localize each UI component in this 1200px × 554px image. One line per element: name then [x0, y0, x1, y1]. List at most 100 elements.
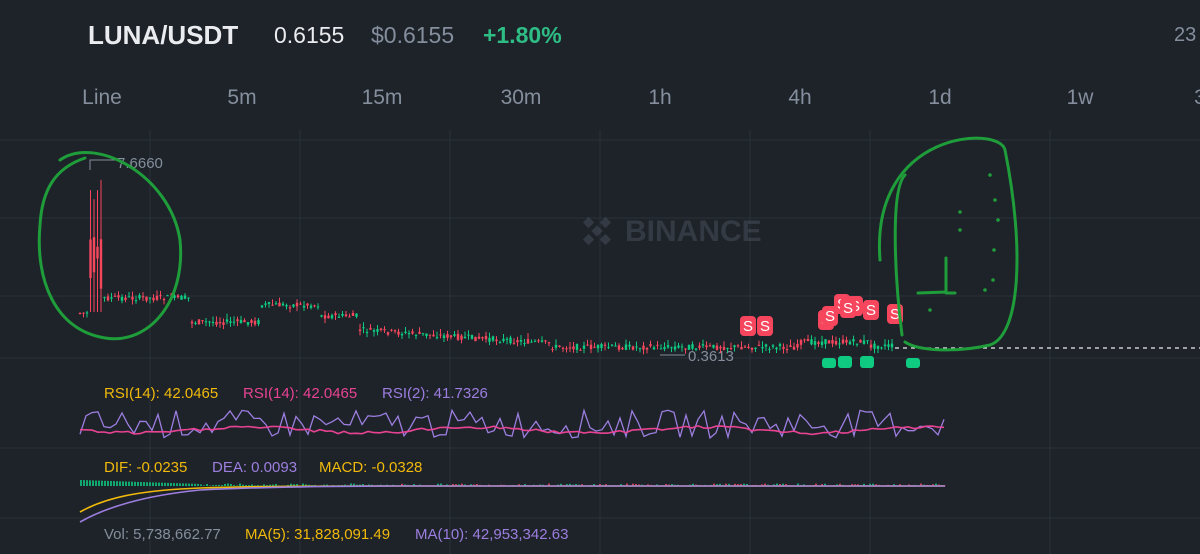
candle-body	[838, 343, 841, 345]
candle-body	[271, 304, 274, 306]
candle-body	[778, 344, 782, 347]
macd-bar	[362, 484, 364, 486]
candle-body	[428, 334, 432, 336]
candle-body	[834, 341, 838, 345]
candle-body	[554, 344, 558, 348]
candle-body	[358, 329, 362, 332]
buy-marker[interactable]	[838, 356, 852, 368]
candle-body	[761, 346, 764, 349]
macd-bar	[125, 481, 127, 486]
candle-body	[323, 315, 327, 319]
candle-body	[460, 335, 463, 340]
macd-bar	[671, 484, 673, 486]
candle-body	[334, 313, 337, 316]
tab-1h[interactable]: 1h	[648, 86, 672, 109]
macd-bar	[146, 482, 148, 486]
tab-line[interactable]: Line	[82, 86, 122, 109]
macd-bar	[779, 484, 781, 486]
macd-bar	[239, 483, 241, 486]
tab-15m[interactable]: 15m	[361, 86, 403, 109]
candle-body	[446, 334, 449, 338]
macd-bar	[224, 483, 226, 486]
buy-marker[interactable]	[906, 358, 920, 368]
tab-1d[interactable]: 1d	[928, 86, 952, 109]
macd-bar	[113, 481, 115, 486]
candle-body	[740, 347, 743, 350]
macd-bar	[221, 485, 223, 486]
sell-marker[interactable]: S	[822, 306, 838, 326]
high-pointer	[89, 159, 115, 170]
candle-body	[502, 338, 505, 342]
chart-panel[interactable]: BINANCE 7.6660 0.3613 SSSSSSSSS RSI(14):…	[0, 130, 1200, 554]
candle-body	[232, 321, 236, 323]
candle-body	[141, 296, 145, 298]
candle-body	[470, 334, 474, 339]
candle-body	[239, 319, 243, 323]
chart-svg[interactable]: BINANCE 7.6660 0.3613 SSSSSSSSS RSI(14):…	[0, 130, 1200, 554]
macd-bar	[116, 481, 118, 486]
candle-body	[628, 344, 631, 347]
macd-bar	[872, 483, 874, 486]
tab-more[interactable]: 3	[1194, 86, 1200, 110]
macd-bar	[719, 483, 721, 486]
candle-body	[414, 335, 418, 337]
candle-body	[117, 295, 120, 298]
candle-body	[544, 340, 547, 342]
candle-body	[253, 320, 257, 325]
candle-body	[880, 347, 883, 349]
macd-bar	[251, 484, 253, 486]
usd-price: $0.6155	[371, 22, 455, 48]
last-price: 0.6155	[274, 22, 345, 48]
candle-body	[449, 335, 453, 338]
tab-4h[interactable]: 4h	[788, 86, 812, 109]
candle-body	[694, 348, 698, 350]
candle-body	[852, 339, 855, 342]
candle-body	[148, 297, 152, 299]
pair-title[interactable]: LUNA/USDT	[88, 20, 239, 50]
macd-bar	[164, 482, 166, 486]
tab-5m[interactable]: 5m	[227, 86, 257, 109]
candle-body	[866, 340, 869, 342]
candle-body	[845, 339, 848, 343]
buy-marker[interactable]	[860, 356, 874, 368]
candle-body	[421, 333, 425, 335]
candle-body	[712, 344, 715, 348]
sell-marker[interactable]: S	[757, 316, 773, 336]
sell-marker[interactable]: S	[863, 300, 879, 320]
macd-bar	[155, 482, 157, 486]
candle-body	[631, 346, 635, 350]
macd-bar	[869, 483, 871, 486]
candle-body	[106, 296, 110, 301]
macd-bar	[260, 485, 262, 486]
tab-30m[interactable]: 30m	[500, 86, 542, 109]
candle-body	[859, 339, 862, 343]
candle-body	[547, 342, 551, 344]
macd-bar	[233, 485, 235, 486]
candle-body	[715, 345, 719, 350]
macd-bar	[176, 483, 178, 486]
candle-body	[341, 313, 344, 316]
candle-body	[204, 321, 208, 323]
candle-body	[435, 337, 439, 339]
sell-marker[interactable]: S	[840, 298, 856, 318]
macd-bar	[665, 484, 667, 486]
candle-body	[558, 345, 561, 347]
candle-body	[453, 334, 456, 336]
tab-1w[interactable]: 1w	[1066, 86, 1094, 109]
trade-markers[interactable]: SSSSSSSSS	[740, 294, 903, 336]
candle-body	[481, 337, 484, 339]
macd-bar	[569, 483, 571, 486]
macd-bar	[761, 484, 763, 486]
candle-body	[593, 346, 596, 348]
candle-body	[229, 321, 232, 323]
buy-marker[interactable]	[822, 358, 836, 368]
macd-bar	[98, 480, 100, 486]
candle-body	[155, 295, 159, 300]
macd-bar	[620, 484, 622, 486]
sell-marker[interactable]: S	[740, 316, 756, 336]
macd-bar	[599, 484, 601, 486]
low-price-label: 0.3613	[688, 348, 734, 365]
macd-bar	[824, 483, 826, 486]
interval-tabs: Line 5m 15m 30m 1h 4h 1d 1w 3	[0, 86, 1200, 118]
candle-body	[439, 334, 442, 336]
